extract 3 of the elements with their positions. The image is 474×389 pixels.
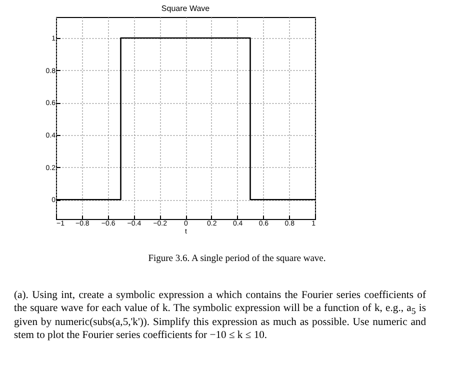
text: (a). Using int, create a symbolic expression a which contains the Fourier series coefficients of the square wave for each value of k. The symbolic expression will be a function of k, e.g., a$_{5}$ is given by numeric(subs(a,5,'k')). Simplify this expression as much as possible. Use numeric and stem to plot the Fourier series coefficients for −10 ≤ k ≤ 10.	[14, 290, 426, 342]
chart-title: Square Wave	[161, 4, 210, 13]
caption: Figure 3.6. A single period of the square wave.	[147, 254, 327, 264]
